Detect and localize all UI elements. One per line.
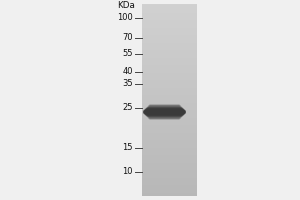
Text: 35: 35 — [122, 79, 133, 88]
Text: 40: 40 — [122, 68, 133, 76]
Text: 10: 10 — [122, 168, 133, 176]
Text: 100: 100 — [117, 14, 133, 22]
Text: 55: 55 — [122, 49, 133, 58]
Text: 15: 15 — [122, 144, 133, 152]
Text: 70: 70 — [122, 33, 133, 43]
Text: KDa: KDa — [117, 1, 135, 10]
Text: 25: 25 — [122, 104, 133, 112]
